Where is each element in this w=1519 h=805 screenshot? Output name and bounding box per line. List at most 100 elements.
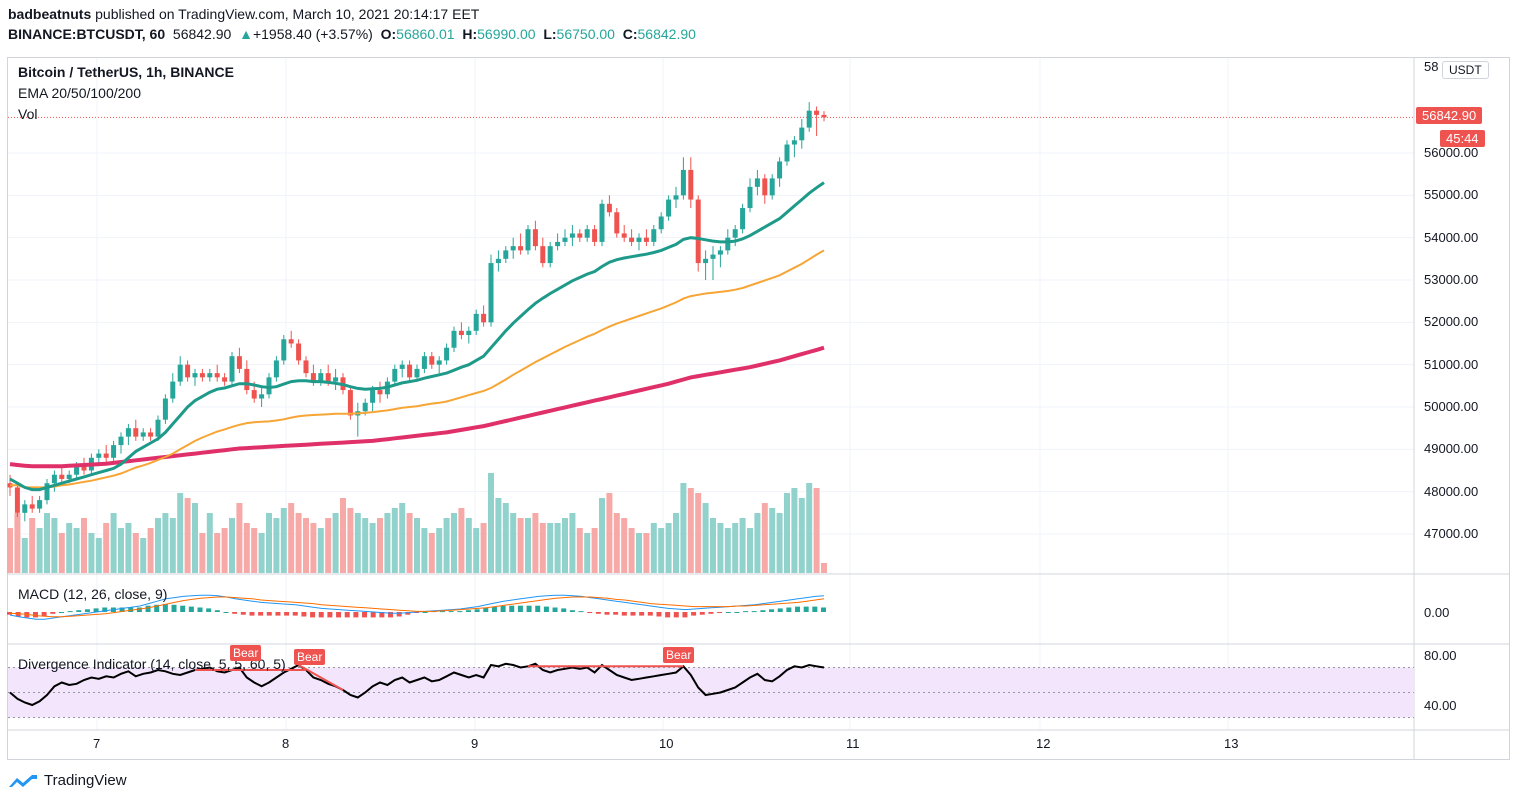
volume-bar [717,523,724,573]
macd-histogram-bar [526,605,532,612]
candle-body [44,483,50,501]
macd-histogram-bar [128,607,134,612]
volume-bar [332,513,339,573]
macd-histogram-bar [232,612,238,614]
symbol-name: BINANCE:BTCUSDT, 60 [8,26,166,42]
candle-body [784,144,790,162]
volume-bar [51,518,58,573]
candle-body [725,237,731,251]
high-value: 56990.00 [477,26,536,42]
volume-bar [658,528,665,573]
chart-frame [7,57,1510,760]
volume-bar [643,533,650,573]
volume-bar [110,513,117,573]
volume-bar [806,483,813,573]
candle-body [96,453,102,458]
macd-legend[interactable]: MACD (12, 26, close, 9) [18,586,168,602]
macd-histogram-bar [786,607,792,612]
volume-bar [303,518,309,573]
candle-body [207,373,213,378]
volume-bar [325,518,332,573]
macd-histogram-bar [500,605,506,612]
macd-histogram-bar [362,612,368,618]
macd-histogram-bar [552,607,558,612]
volume-bar [140,538,147,573]
candle-body [599,203,605,242]
ema-lines [9,181,825,492]
macd-histogram-bar [465,610,471,612]
volume-bar [280,508,287,573]
macd-histogram-bar [621,612,627,616]
bear-signal-1: Bear [230,645,262,661]
macd-line [9,594,825,620]
tradingview-logo[interactable]: TradingView [8,772,127,789]
price-tick: 53000.00 [1424,272,1479,287]
volume-bar [547,523,554,573]
macd-histogram-bar [136,607,142,612]
price-tick: 52000.00 [1424,314,1479,330]
macd-histogram-bar [344,612,350,618]
series-title[interactable]: Bitcoin / TetherUS, 1h, BINANCE [18,64,234,80]
macd-histogram-bar [32,612,38,618]
volume-bar [44,513,50,573]
candle-body [488,263,494,323]
volume-bars [7,473,827,573]
candle-body [377,390,383,395]
macd-histogram-bar [734,612,740,613]
price-tick: 54000.00 [1424,229,1479,245]
macd-histogram-bar [214,610,220,612]
vol-legend[interactable]: Vol [18,106,38,122]
macd-histogram-bar [292,612,298,616]
macd-histogram-bar [795,606,801,612]
candle-body [103,453,109,458]
candle-body [251,390,257,399]
ema-legend[interactable]: EMA 20/50/100/200 [18,85,141,101]
macd-histogram-bar [171,604,177,612]
candle-body [651,229,657,242]
candle-body [399,364,405,369]
candle-body [799,127,805,141]
macd-histogram-bar [396,612,402,617]
volume-bar [821,563,827,573]
high-label: H: [462,26,478,42]
candle-body [192,373,198,378]
tradingview-logo-text: TradingView [44,772,127,789]
volume-bar [791,488,798,573]
volume-bar [29,518,36,573]
divergence-legend[interactable]: Divergence Indicator (14, close, 5, 5, 6… [18,656,286,672]
candle-body [170,381,176,399]
macd-tick-zero: 0.00 [1424,605,1450,620]
volume-bar [192,503,198,573]
macd-histogram-bar [725,612,731,613]
candle-body [680,169,686,196]
candle-body [458,330,464,336]
volume-bar [488,473,494,573]
macd-histogram-bar [162,603,168,612]
volume-bar [184,498,191,573]
volume-bar [221,528,228,573]
signal-line [9,596,825,618]
volume-bar [673,513,679,573]
macd-histogram-bar [699,612,705,615]
macd-histogram-bar [119,607,125,612]
candle-body [199,373,205,378]
author-name[interactable]: badbeatnuts [8,6,92,22]
macd-histogram-bar [258,612,264,616]
candle-body [629,237,635,242]
macd-histogram-bar [630,612,636,616]
macd-histogram-bar [760,610,766,612]
candle-body [606,203,612,213]
macd-histogram-bar [561,608,567,612]
bearish-divergence-line [298,664,344,691]
macd-histogram-bar [145,605,151,612]
macd-histogram-bar [266,612,272,616]
macd-histogram-bar [483,607,489,612]
currency-button[interactable]: USDT [1442,61,1489,79]
price-tick: 55000.00 [1424,187,1479,203]
macd-histogram-bar [491,606,497,612]
ema50-line [10,249,825,489]
candle-body [185,364,191,378]
macd-histogram-bar [803,606,809,612]
open-value: 56860.01 [396,26,455,42]
